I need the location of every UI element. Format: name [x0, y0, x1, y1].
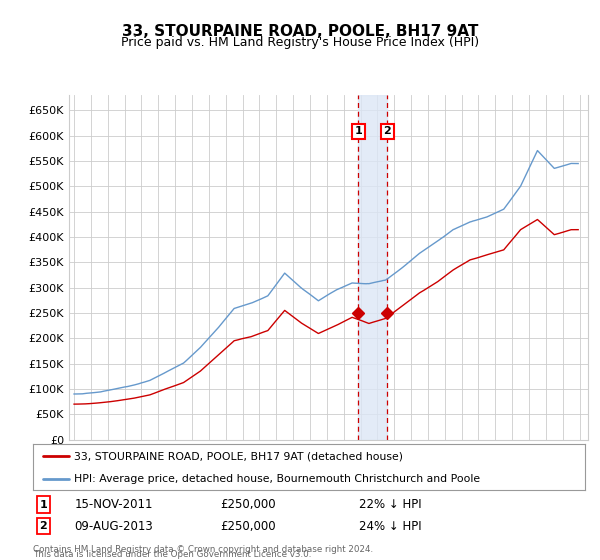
Text: 2: 2	[40, 521, 47, 531]
Text: Price paid vs. HM Land Registry's House Price Index (HPI): Price paid vs. HM Land Registry's House …	[121, 36, 479, 49]
Text: 33, STOURPAINE ROAD, POOLE, BH17 9AT (detached house): 33, STOURPAINE ROAD, POOLE, BH17 9AT (de…	[74, 451, 403, 461]
Text: 09-AUG-2013: 09-AUG-2013	[74, 520, 153, 533]
Text: 22% ↓ HPI: 22% ↓ HPI	[359, 498, 421, 511]
Bar	[358, 95, 388, 440]
Text: 24% ↓ HPI: 24% ↓ HPI	[359, 520, 421, 533]
Text: This data is licensed under the Open Government Licence v3.0.: This data is licensed under the Open Gov…	[33, 550, 311, 559]
Text: 15-NOV-2011: 15-NOV-2011	[74, 498, 153, 511]
Text: 1: 1	[355, 127, 362, 137]
Text: 1: 1	[40, 500, 47, 510]
Text: 33, STOURPAINE ROAD, POOLE, BH17 9AT: 33, STOURPAINE ROAD, POOLE, BH17 9AT	[122, 24, 478, 39]
Text: £250,000: £250,000	[221, 498, 277, 511]
Text: HPI: Average price, detached house, Bournemouth Christchurch and Poole: HPI: Average price, detached house, Bour…	[74, 474, 481, 483]
Text: £250,000: £250,000	[221, 520, 277, 533]
Text: Contains HM Land Registry data © Crown copyright and database right 2024.: Contains HM Land Registry data © Crown c…	[33, 545, 373, 554]
Text: 2: 2	[383, 127, 391, 137]
